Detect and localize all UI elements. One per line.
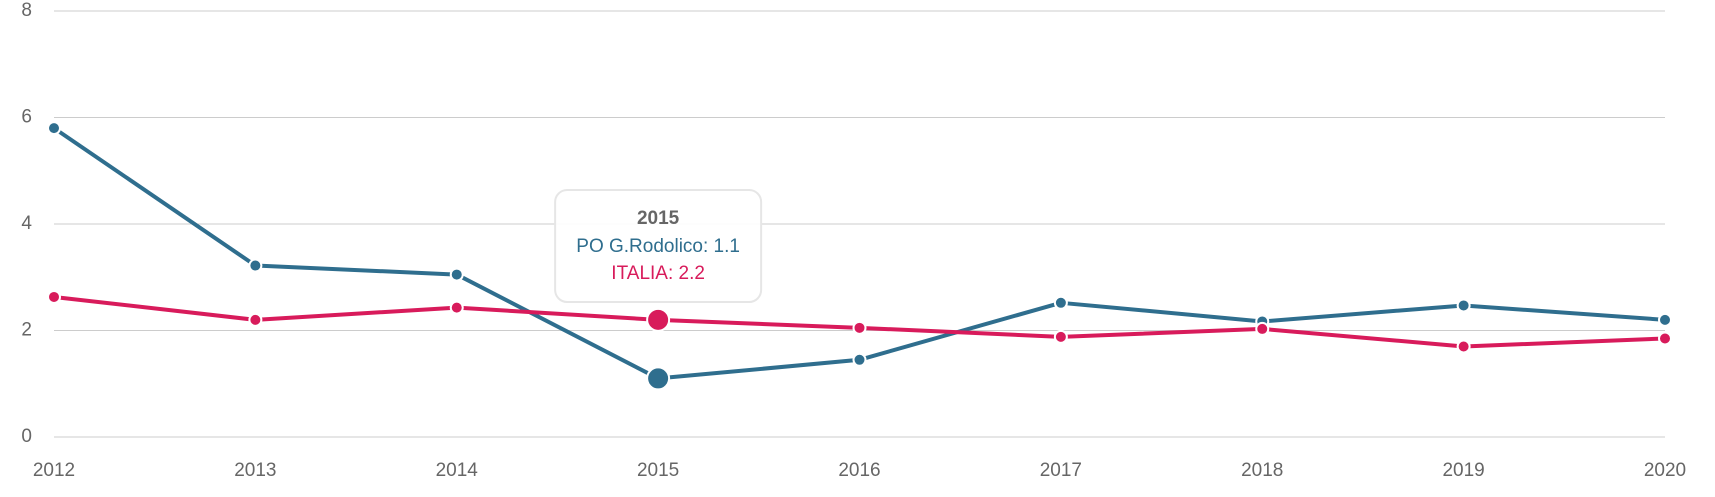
data-point xyxy=(248,258,263,273)
data-point xyxy=(646,307,671,332)
x-tick-label: 2018 xyxy=(1241,460,1283,481)
y-tick-label: 8 xyxy=(21,0,32,21)
tooltip-line: PO G.Rodolico: 1.1 xyxy=(576,236,740,257)
data-point xyxy=(47,121,61,136)
data-point xyxy=(852,352,867,367)
data-point xyxy=(1255,321,1270,336)
x-tick-label: 2014 xyxy=(436,460,479,481)
x-tick-label: 2016 xyxy=(838,460,880,481)
data-point xyxy=(1456,298,1471,313)
data-point xyxy=(1658,331,1672,346)
x-tick-label: 2012 xyxy=(33,460,75,481)
tooltip: 2015 PO G.Rodolico: 1.1 ITALIA: 2.2 xyxy=(554,189,763,303)
y-tick-label: 6 xyxy=(21,107,32,128)
tooltip-box xyxy=(554,189,763,303)
data-point xyxy=(646,366,671,391)
tooltip-title: 2015 xyxy=(637,208,680,229)
data-point xyxy=(1053,329,1068,344)
x-tick-label: 2015 xyxy=(637,460,679,481)
data-point xyxy=(248,312,263,327)
series-line xyxy=(52,126,1666,381)
y-tick-label: 4 xyxy=(21,213,32,234)
data-point xyxy=(449,300,464,315)
tooltip-line: ITALIA: 2.2 xyxy=(611,263,705,284)
data-point xyxy=(1456,339,1471,354)
data-point xyxy=(449,267,464,282)
data-point xyxy=(47,289,61,304)
x-tick-label: 2013 xyxy=(234,460,276,481)
y-tick-label: 2 xyxy=(21,320,32,341)
y-tick-label: 0 xyxy=(21,426,32,447)
data-point xyxy=(1053,295,1068,310)
x-tick-label: 2020 xyxy=(1644,460,1686,481)
data-point xyxy=(852,320,867,335)
x-tick-label: 2019 xyxy=(1442,460,1484,481)
data-point xyxy=(1658,312,1672,327)
x-tick-label: 2017 xyxy=(1040,460,1082,481)
